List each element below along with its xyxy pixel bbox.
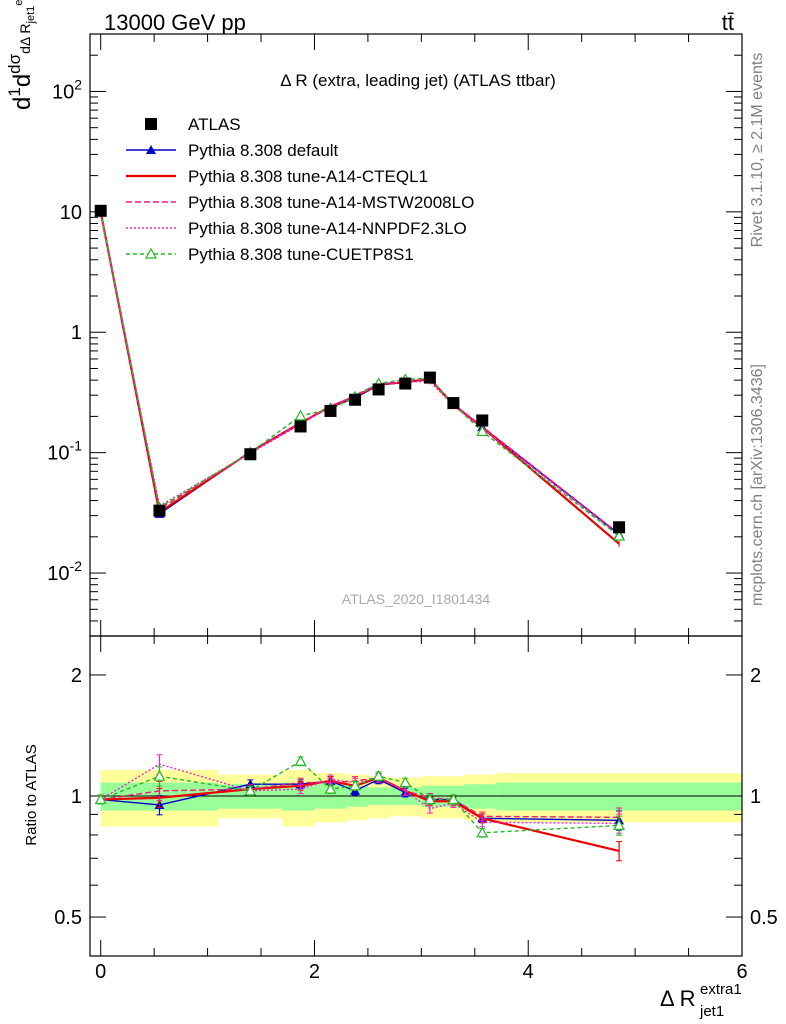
legend-label: Pythia 8.308 tune-A14-CTEQL1 <box>188 167 428 186</box>
legend-entry: ATLAS <box>145 115 241 134</box>
ratio-y-tick-label-right: 2 <box>750 665 761 687</box>
process-label: tt̄ <box>722 10 734 35</box>
main-y-tick-label: 10 <box>60 202 82 224</box>
ratio-data-point <box>324 782 337 794</box>
atlas-data-point <box>244 448 257 461</box>
legend-label: ATLAS <box>188 115 241 134</box>
svg-text:Δ R: Δ R <box>660 986 695 1011</box>
legend-label: Pythia 8.308 tune-A14-NNPDF2.3LO <box>188 219 467 238</box>
atlas-data-point <box>153 504 166 517</box>
legend-entry: Pythia 8.308 tune-A14-CTEQL1 <box>126 167 428 186</box>
ratio-y-tick-label: 1 <box>71 786 82 808</box>
ratio-y-tick-label: 2 <box>71 665 82 687</box>
ratio-data-point <box>245 779 256 789</box>
atlas-data-point <box>399 377 412 390</box>
x-tick-label: 0 <box>95 961 106 983</box>
x-axis-title: Δ R extra1 jet1 <box>660 981 742 1020</box>
ratio-data-point <box>423 793 436 805</box>
legend-marker <box>144 247 158 259</box>
ratio-data-point <box>153 769 166 781</box>
energy-label: 13000 GeV pp <box>104 10 246 35</box>
main-y-tick-label: 102 <box>52 76 82 103</box>
atlas-data-point <box>447 397 460 410</box>
legend-label: Pythia 8.308 tune-A14-MSTW2008LO <box>188 193 474 212</box>
mcplots-side-label: mcplots.cern.ch [arXiv:1306.3436] <box>749 364 766 606</box>
legend-entry: Pythia 8.308 default <box>126 141 339 160</box>
atlas-data-point <box>294 420 307 433</box>
ratio-data-point <box>294 755 307 766</box>
ratio-data-point <box>372 769 385 781</box>
ratio-series-line <box>100 760 620 834</box>
main-y-tick-label: 1 <box>71 322 82 344</box>
legend-marker <box>146 145 156 154</box>
atlas-data-point <box>613 521 626 534</box>
ratio-data-point <box>476 826 489 838</box>
legend-entry: Pythia 8.308 tune-A14-NNPDF2.3LO <box>126 219 467 238</box>
x-tick-label: 2 <box>309 961 320 983</box>
main-data-point <box>294 409 307 421</box>
atlas-data-point <box>476 414 489 427</box>
x-tick-label: 4 <box>523 961 534 983</box>
ratio-data-point <box>613 819 626 831</box>
ratio-series-line <box>100 763 620 825</box>
x-tick-label: 6 <box>736 961 747 983</box>
main-title: Δ R (extra, leading jet) (ATLAS ttbar) <box>280 71 556 90</box>
ratio-data-point <box>349 779 362 791</box>
main-data-point <box>613 529 626 541</box>
main-y-tick-label: 10-2 <box>47 558 82 585</box>
main-ylabel: d1ddσdΔ Rjet1extra1 <box>5 0 37 110</box>
ratio-data-point <box>94 793 107 805</box>
atlas-data-point <box>324 404 337 417</box>
ratio-ylabel: Ratio to ATLAS <box>23 744 40 845</box>
ratio-y-tick-label-right: 1 <box>750 786 761 808</box>
atlas-data-point <box>349 393 362 406</box>
ratio-data-point <box>244 784 257 796</box>
atlas-data-point <box>94 204 107 217</box>
legend-entry: Pythia 8.308 tune-A14-MSTW2008LO <box>126 193 474 212</box>
main-data-point <box>476 425 489 437</box>
atlas-data-point <box>423 371 436 384</box>
ratio-y-tick-label-right: 0.5 <box>750 907 778 929</box>
main-series-line <box>99 211 620 537</box>
legend-marker <box>145 118 157 130</box>
main-y-tick-label: 10-1 <box>47 438 82 465</box>
atlas-data-point <box>372 383 385 396</box>
ratio-y-tick-label: 0.5 <box>54 907 82 929</box>
ratio-data-point <box>399 776 412 788</box>
legend-entry: Pythia 8.308 tune-CUETP8S1 <box>126 245 414 264</box>
ratio-data-point <box>447 793 460 805</box>
legend-label: Pythia 8.308 tune-CUETP8S1 <box>188 245 414 264</box>
watermark: ATLAS_2020_I1801434 <box>342 591 491 607</box>
rivet-side-label: Rivet 3.1.10, ≥ 2.1M events <box>749 53 766 248</box>
ratio-stat-band <box>496 782 742 811</box>
legend-label: Pythia 8.308 default <box>188 141 339 160</box>
svg-text:jet1: jet1 <box>699 1003 724 1020</box>
svg-text:d1ddσdΔ Rjet1extra1: d1ddσdΔ Rjet1extra1 <box>5 0 37 110</box>
svg-text:extra1: extra1 <box>700 981 742 998</box>
